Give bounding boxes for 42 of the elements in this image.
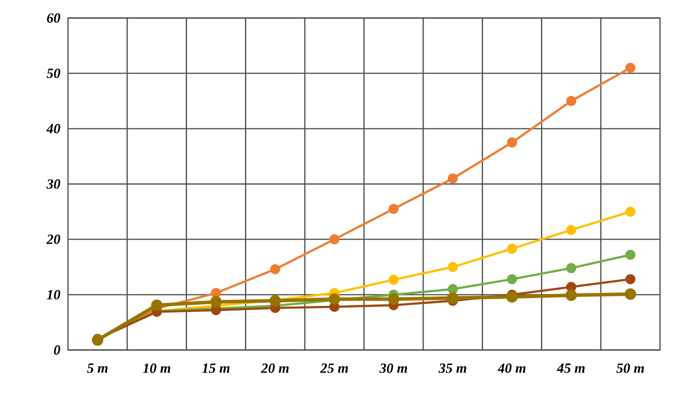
point	[388, 204, 399, 214]
x-tick-label: 30 m	[379, 364, 408, 373]
point	[210, 296, 222, 308]
point	[448, 284, 458, 294]
point	[625, 62, 636, 73]
x-tick-label: 20 m	[260, 364, 289, 373]
point	[506, 274, 518, 284]
point	[506, 291, 518, 303]
point	[151, 299, 163, 311]
y-tick-label: 20	[46, 234, 60, 244]
point	[448, 173, 458, 184]
y-tick-label: 10	[46, 290, 60, 300]
point	[447, 292, 459, 304]
x-tick-label: 10 m	[142, 364, 170, 373]
x-tick-label: 35 m	[438, 364, 466, 373]
x-tick-label: 25 m	[320, 364, 348, 373]
point	[625, 274, 636, 284]
point	[566, 224, 576, 236]
point	[388, 274, 399, 285]
point	[565, 289, 577, 301]
x-tick-label: 5 m	[87, 364, 108, 373]
point	[329, 234, 340, 244]
y-tick-label: 40	[46, 124, 60, 134]
point	[624, 288, 636, 300]
y-tick-label: 30	[46, 179, 60, 189]
point	[566, 96, 576, 106]
point	[625, 250, 636, 260]
y-tick-label: 50	[46, 68, 60, 78]
point	[448, 262, 458, 272]
x-tick-label: 50 m	[616, 364, 644, 373]
y-tick-label: 0	[54, 345, 60, 355]
point	[388, 293, 400, 305]
y-tick-label: 60	[47, 13, 60, 23]
point	[566, 263, 576, 274]
x-tick-label: 15 m	[202, 364, 230, 373]
x-tick-label: 45 m	[556, 364, 585, 373]
point	[506, 137, 518, 148]
point	[506, 244, 518, 254]
point	[625, 206, 636, 217]
point	[210, 288, 222, 298]
x-tick-label: 40 m	[498, 364, 526, 373]
point	[270, 264, 280, 274]
